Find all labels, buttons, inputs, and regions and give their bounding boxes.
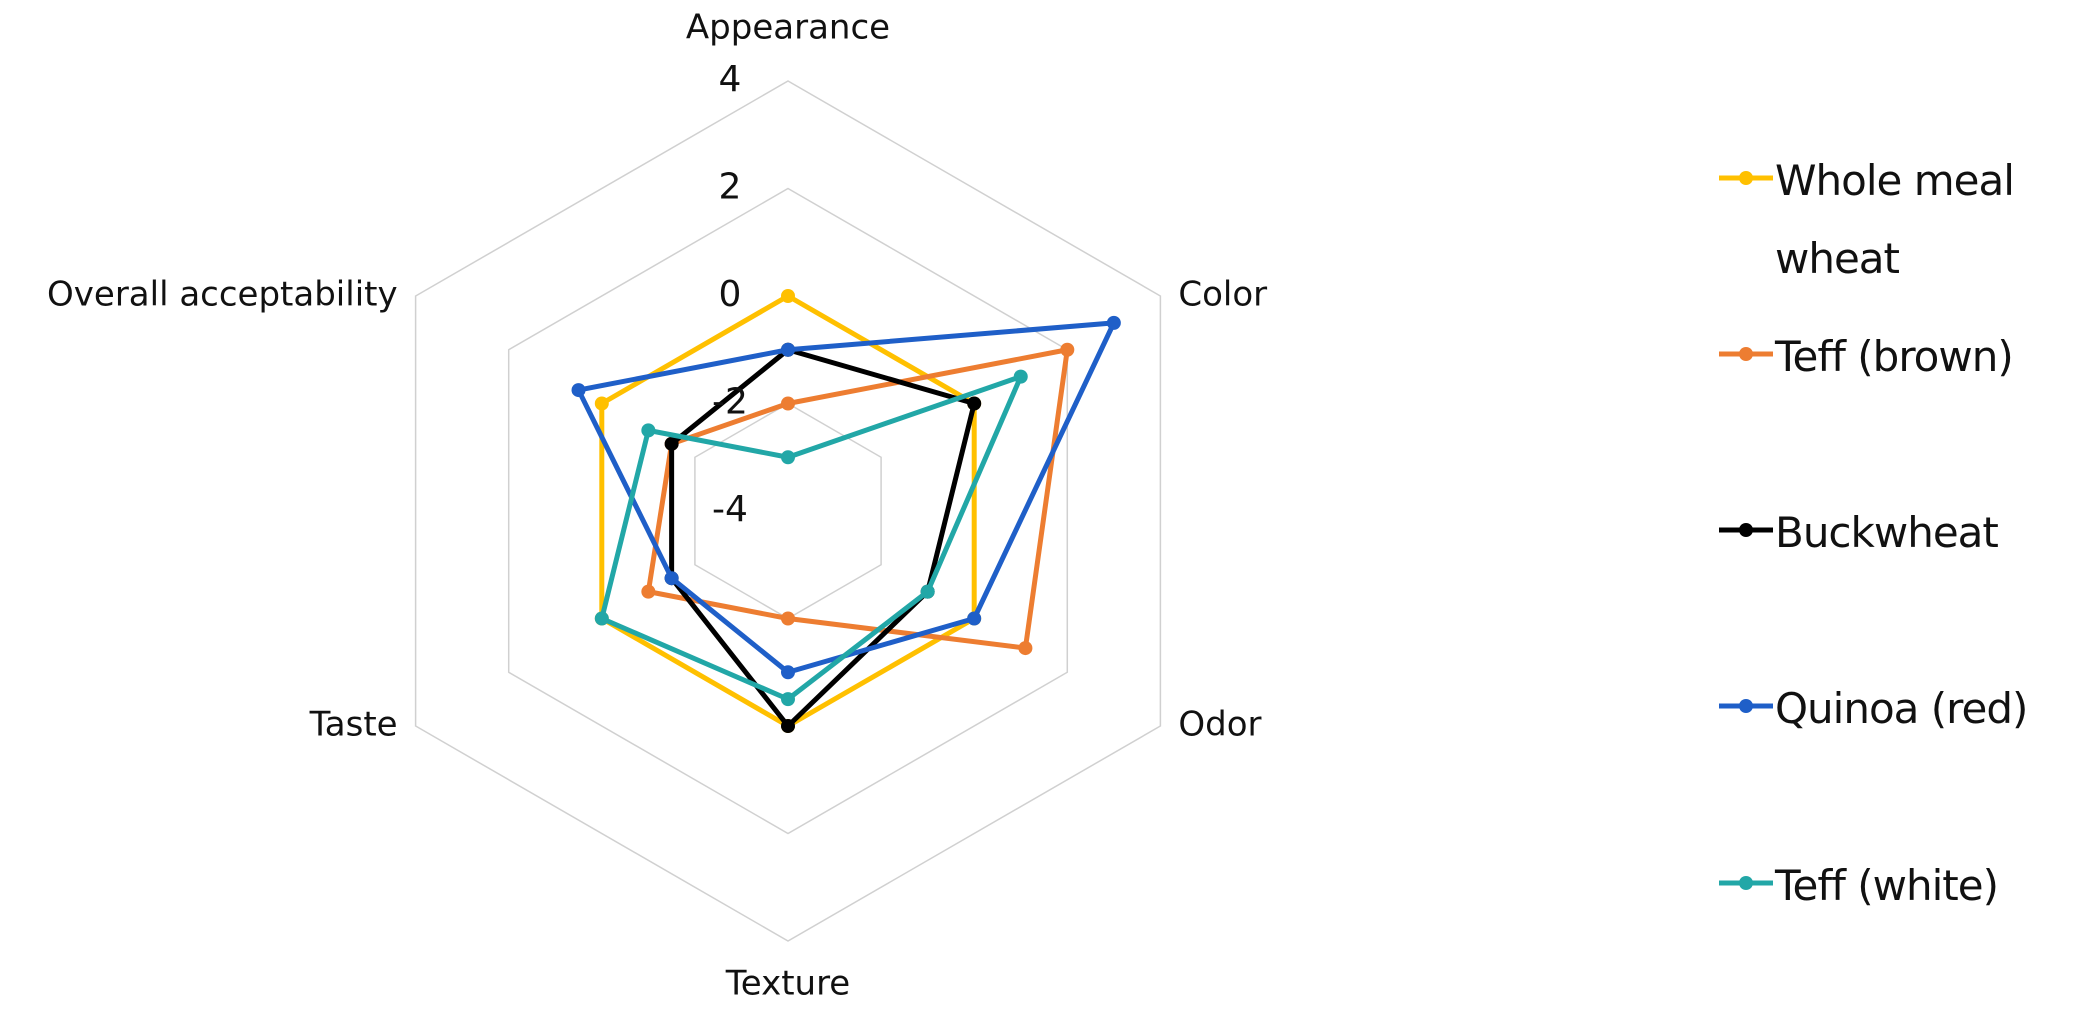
data-point: [781, 342, 795, 357]
data-point: [664, 571, 679, 586]
tick-label: 2: [719, 167, 742, 208]
data-point: [664, 436, 679, 451]
data-point: [781, 396, 795, 411]
legend-swatch: [1719, 523, 1773, 537]
legend-item: Buckwheat: [1719, 494, 2099, 572]
data-point: [1060, 342, 1075, 357]
data-point: [781, 719, 795, 733]
axis-label: Texture: [725, 964, 850, 1004]
tick-label: -2: [712, 382, 748, 423]
tick-label: 4: [719, 59, 742, 100]
legend-label: Buckwheat: [1775, 508, 1999, 557]
legend-item: Whole meal wheat: [1719, 142, 2099, 298]
grid-ring: [414, 80, 1162, 942]
data-point: [571, 383, 586, 398]
data-point: [1106, 315, 1121, 330]
data-point: [920, 584, 935, 599]
tick-label: -4: [712, 489, 748, 530]
legend-item: Teff (white): [1719, 847, 2099, 925]
data-point: [781, 611, 795, 626]
series-line: [576, 320, 1117, 675]
series-line: [599, 374, 1024, 702]
legend-swatch: [1719, 876, 1773, 890]
legend-label: Teff (white): [1775, 861, 1999, 910]
legend-swatch: [1719, 699, 1773, 713]
legend-label: Teff (brown): [1775, 332, 2014, 381]
grid-ring: [601, 295, 975, 727]
axis-label: Color: [1178, 275, 1267, 315]
data-point: [967, 611, 982, 626]
legend-label: Quinoa (red): [1775, 684, 2028, 733]
legend-swatch: [1719, 347, 1773, 361]
data-point: [594, 611, 609, 626]
series-line: [599, 293, 977, 729]
legend-item: Teff (brown): [1719, 318, 2099, 396]
legend-item: Quinoa (red): [1719, 670, 2099, 748]
grid-ring: [507, 187, 1069, 835]
tick-label: 0: [719, 274, 742, 315]
axis-label: Appearance: [686, 8, 890, 48]
legend-swatch: [1719, 171, 1773, 185]
legend-label: Whole meal wheat: [1775, 156, 2015, 283]
data-point: [1013, 369, 1028, 384]
data-point: [594, 396, 609, 411]
data-point: [781, 289, 795, 303]
data-point: [781, 450, 795, 465]
data-point: [641, 423, 656, 438]
axis-label: Odor: [1178, 705, 1261, 745]
data-point: [967, 396, 982, 411]
axis-label: Taste: [309, 705, 398, 745]
data-point: [781, 692, 795, 707]
data-point: [1018, 641, 1033, 656]
axis-label: Overall acceptability: [47, 275, 398, 315]
data-point: [641, 584, 656, 599]
data-point: [781, 665, 795, 680]
